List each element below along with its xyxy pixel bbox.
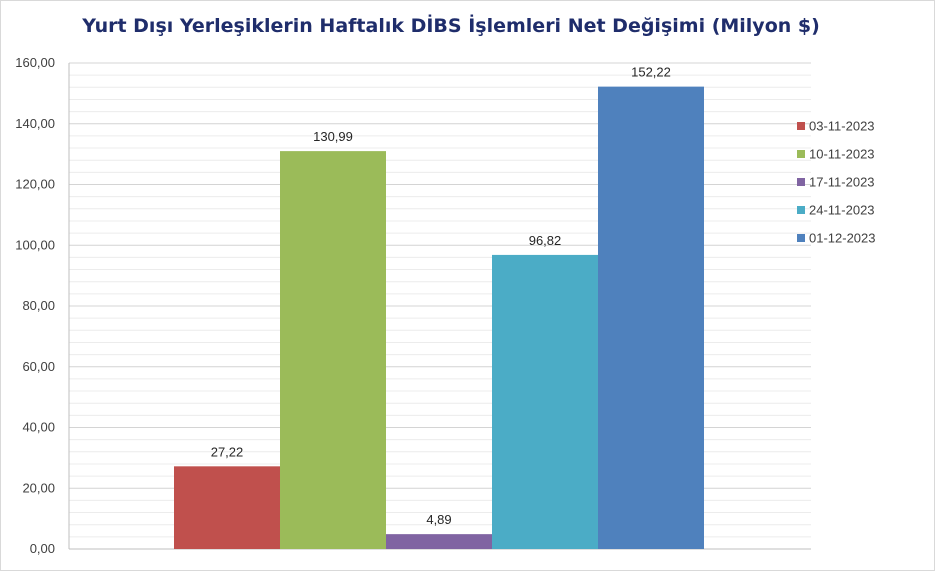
bar [174, 466, 280, 549]
y-tick-label: 100,00 [15, 237, 55, 252]
chart-title: Yurt Dışı Yerleşiklerin Haftalık DİBS İş… [82, 15, 820, 37]
data-label: 4,89 [426, 512, 451, 527]
legend-swatch [797, 178, 805, 186]
y-tick-label: 0,00 [30, 541, 55, 556]
legend-label: 10-11-2023 [809, 147, 875, 162]
data-label: 152,22 [631, 65, 671, 80]
y-tick-label: 80,00 [22, 298, 55, 313]
y-tick-label: 160,00 [15, 55, 55, 70]
data-label: 130,99 [313, 129, 353, 144]
bar [386, 534, 492, 549]
bar [280, 151, 386, 550]
legend-label: 03-11-2023 [809, 119, 875, 134]
legend-swatch [797, 150, 805, 158]
bar [492, 254, 598, 550]
legend-label: 24-11-2023 [809, 203, 875, 218]
legend-swatch [797, 206, 805, 214]
legend-label: 01-12-2023 [809, 231, 876, 246]
y-tick-label: 140,00 [15, 116, 55, 131]
y-tick-label: 40,00 [22, 420, 55, 435]
data-label: 96,82 [529, 233, 562, 248]
bar [598, 86, 704, 550]
data-label: 27,22 [211, 444, 244, 459]
legend-swatch [797, 122, 805, 130]
y-tick-label: 20,00 [22, 480, 55, 495]
y-tick-label: 60,00 [22, 359, 55, 374]
legend-swatch [797, 234, 805, 242]
legend-label: 17-11-2023 [809, 175, 875, 190]
y-tick-label: 120,00 [15, 177, 55, 192]
